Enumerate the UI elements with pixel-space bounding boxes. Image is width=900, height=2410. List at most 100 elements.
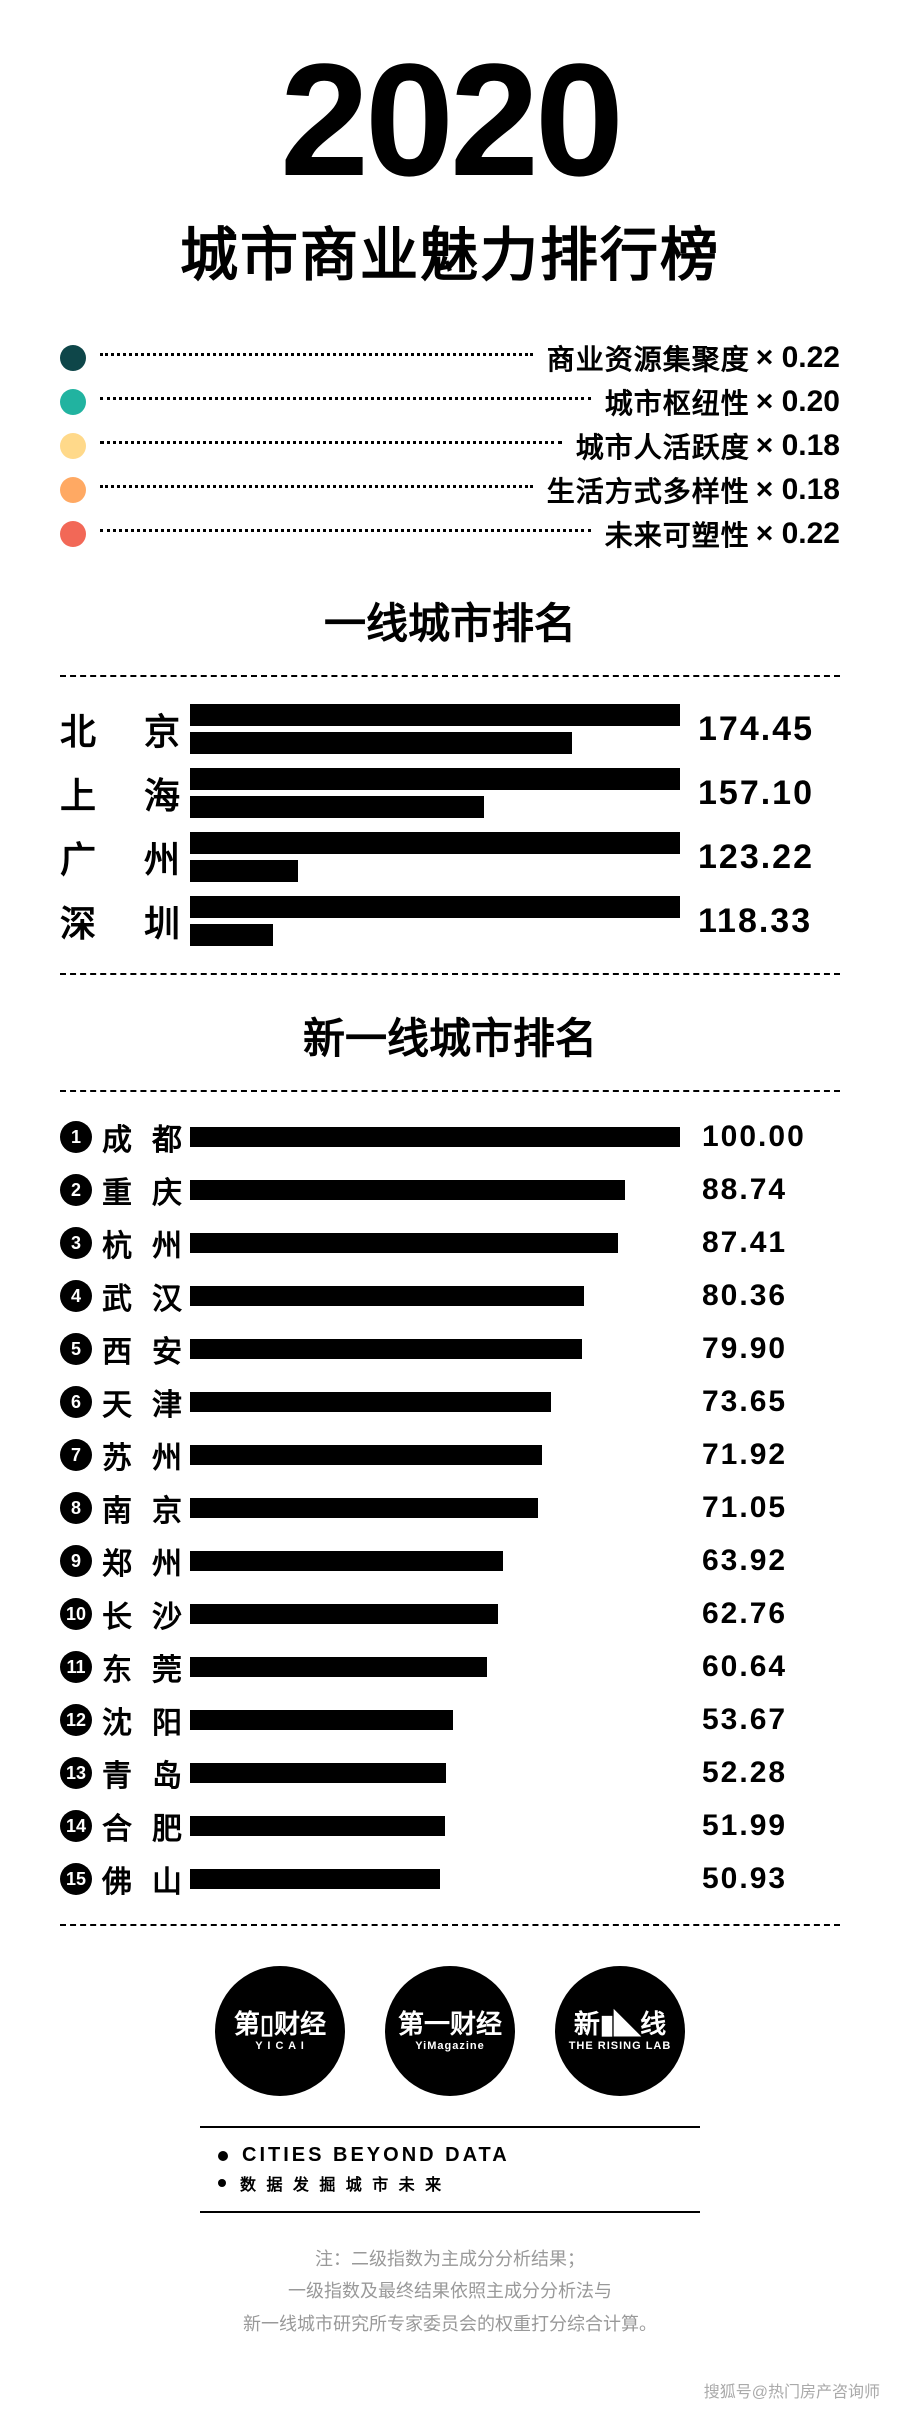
legend-label: 商业资源集聚度 xyxy=(547,338,750,378)
logo-sub-text: THE RISING LAB xyxy=(569,2040,672,2052)
new-tier1-row: 1 成都 100.00 xyxy=(60,1115,840,1159)
city-score: 73.65 xyxy=(680,1385,840,1419)
legend-weight: × 0.20 xyxy=(756,385,840,419)
new-tier1-row: 2 重庆 88.74 xyxy=(60,1168,840,1212)
rank-badge: 3 xyxy=(60,1227,92,1259)
legend-dot-icon xyxy=(60,433,86,459)
bar-wrap xyxy=(190,1445,680,1465)
legend-label: 未来可塑性 xyxy=(605,514,750,554)
logo-main-text: 第一财经 xyxy=(398,2010,502,2039)
rank-badge: 13 xyxy=(60,1757,92,1789)
legend-item: 城市枢纽性 × 0.20 xyxy=(60,386,840,418)
city-name: 广 州 xyxy=(60,831,190,883)
footer-cn-text: 数 据 发 掘 城 市 未 来 xyxy=(240,2171,444,2195)
logo-main-text: 新▮◣线 xyxy=(574,2010,666,2039)
city-name: 西安 xyxy=(102,1327,190,1371)
city-score: 71.05 xyxy=(680,1491,840,1525)
city-name: 南京 xyxy=(102,1486,190,1530)
bar-wrap xyxy=(190,1392,680,1412)
city-name: 重庆 xyxy=(102,1168,190,1212)
bar xyxy=(190,1657,487,1677)
bar xyxy=(190,1763,446,1783)
city-name: 东莞 xyxy=(102,1645,190,1689)
legend-weight: × 0.22 xyxy=(756,341,840,375)
new-tier1-row: 8 南京 71.05 xyxy=(60,1486,840,1530)
bar-wrap xyxy=(190,1180,680,1200)
logo-sub-text: Y I C A I xyxy=(255,2040,305,2052)
legend-weight: × 0.18 xyxy=(756,429,840,463)
legend-dot-icon xyxy=(60,477,86,503)
tier1-row: 北 京 174.45 xyxy=(60,703,840,755)
legend-item: 城市人活跃度 × 0.18 xyxy=(60,430,840,462)
city-score: 62.76 xyxy=(680,1597,840,1631)
bar-wrap xyxy=(190,1657,680,1677)
city-name: 北 京 xyxy=(60,703,190,755)
footer-line-en: CITIES BEYOND DATA xyxy=(218,2144,682,2167)
rank-badge: 5 xyxy=(60,1333,92,1365)
legend-item: 商业资源集聚度 × 0.22 xyxy=(60,342,840,374)
bar-wrap xyxy=(190,1233,680,1253)
city-score: 52.28 xyxy=(680,1756,840,1790)
bar-wrap xyxy=(190,1339,680,1359)
rank-badge: 1 xyxy=(60,1121,92,1153)
note-line: 一级指数及最终结果依照主成分分析法与 xyxy=(60,2275,840,2307)
footer-en-text: CITIES BEYOND DATA xyxy=(242,2144,510,2167)
tier1-title: 一线城市排名 xyxy=(60,590,840,651)
new-tier1-row: 7 苏州 71.92 xyxy=(60,1433,840,1477)
city-score: 71.92 xyxy=(680,1438,840,1472)
legend-label: 生活方式多样性 xyxy=(547,470,750,510)
logo-main-text: 第▯财经 xyxy=(234,2010,326,2039)
city-name: 长沙 xyxy=(102,1592,190,1636)
bar xyxy=(190,1127,680,1147)
rank-badge: 11 xyxy=(60,1651,92,1683)
footer-tag: CITIES BEYOND DATA 数 据 发 掘 城 市 未 来 xyxy=(200,2126,700,2213)
bar xyxy=(190,1339,582,1359)
rank-badge: 10 xyxy=(60,1598,92,1630)
rank-badge: 8 xyxy=(60,1492,92,1524)
new-tier1-row: 15 佛山 50.93 xyxy=(60,1857,840,1901)
rank-badge: 4 xyxy=(60,1280,92,1312)
city-name: 郑州 xyxy=(102,1539,190,1583)
rank-badge: 9 xyxy=(60,1545,92,1577)
bar xyxy=(190,1392,551,1412)
tier1-chart: 北 京 174.45 上 海 157.10 广 州 123.22 深 圳 118… xyxy=(60,675,840,975)
bar-wrap xyxy=(190,1498,680,1518)
city-name: 成都 xyxy=(102,1115,190,1159)
bar-group xyxy=(190,832,680,882)
new-tier1-row: 14 合肥 51.99 xyxy=(60,1804,840,1848)
new-tier1-row: 9 郑州 63.92 xyxy=(60,1539,840,1583)
bar-group xyxy=(190,896,680,946)
city-name: 杭州 xyxy=(102,1221,190,1265)
bar-group xyxy=(190,768,680,818)
bar-main xyxy=(190,768,680,790)
rank-badge: 12 xyxy=(60,1704,92,1736)
legend-dot-icon xyxy=(60,389,86,415)
infographic-container: 2020 城市商业魅力排行榜 商业资源集聚度 × 0.22 城市枢纽性 × 0.… xyxy=(0,0,900,2370)
logo-circle: 新▮◣线 THE RISING LAB xyxy=(555,1966,685,2096)
new-tier1-row: 4 武汉 80.36 xyxy=(60,1274,840,1318)
new-tier1-row: 3 杭州 87.41 xyxy=(60,1221,840,1265)
bar xyxy=(190,1604,498,1624)
legend-item: 生活方式多样性 × 0.18 xyxy=(60,474,840,506)
city-score: 50.93 xyxy=(680,1862,840,1896)
watermark: 搜狐号@热门房产咨询师 xyxy=(0,2370,900,2410)
city-score: 100.00 xyxy=(680,1120,840,1154)
city-name: 合肥 xyxy=(102,1804,190,1848)
logo-circle: 第▯财经 Y I C A I xyxy=(215,1966,345,2096)
legend-dotted-line xyxy=(100,353,533,356)
note-line: 注：二级指数为主成分分析结果； xyxy=(60,2243,840,2275)
bar xyxy=(190,1816,445,1836)
city-name: 上 海 xyxy=(60,767,190,819)
bar xyxy=(190,1233,618,1253)
city-name: 武汉 xyxy=(102,1274,190,1318)
logo-sub-text: YiMagazine xyxy=(415,2040,485,2052)
tier1-row: 上 海 157.10 xyxy=(60,767,840,819)
legend-weight: × 0.22 xyxy=(756,517,840,551)
city-score: 88.74 xyxy=(680,1173,840,1207)
city-name: 深 圳 xyxy=(60,895,190,947)
legend-dotted-line xyxy=(100,441,562,444)
bar-wrap xyxy=(190,1816,680,1836)
rank-badge: 7 xyxy=(60,1439,92,1471)
legend-dotted-line xyxy=(100,485,533,488)
city-score: 80.36 xyxy=(680,1279,840,1313)
